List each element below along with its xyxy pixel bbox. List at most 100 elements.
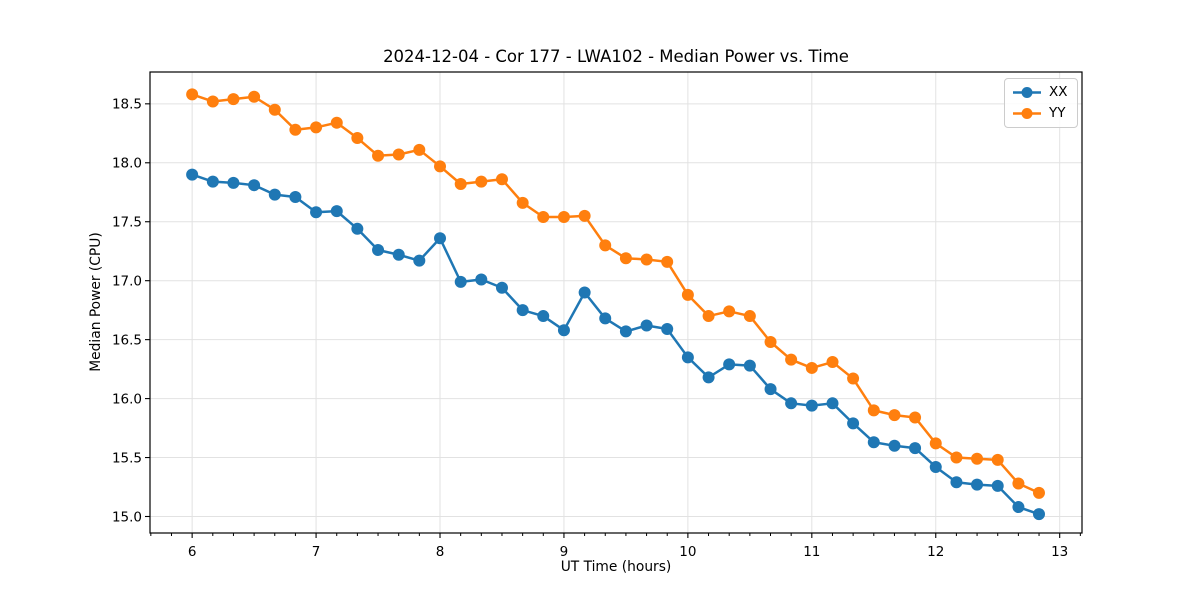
series-yy-marker [805, 361, 818, 374]
series-yy-marker [310, 121, 323, 134]
series-yy-marker [227, 93, 240, 106]
series-yy-marker [537, 211, 550, 224]
series-xx-marker [310, 206, 323, 219]
x-tick-label: 9 [560, 544, 569, 560]
series-yy-marker [867, 404, 880, 417]
x-tick-label: 12 [927, 544, 944, 560]
series-yy-marker [661, 255, 674, 268]
series-yy-marker [785, 353, 798, 366]
series-xx-marker [743, 359, 756, 372]
series-xx-marker [950, 476, 963, 489]
x-tick-label: 8 [436, 544, 445, 560]
series-xx-marker [640, 319, 653, 332]
series-xx-marker [289, 190, 302, 203]
series-xx-marker [516, 304, 529, 317]
series-yy-marker [929, 437, 942, 450]
series-yy-marker [578, 209, 591, 222]
series-xx-marker [991, 479, 1004, 492]
legend-swatch-xx [1013, 87, 1041, 98]
series-yy-marker [454, 178, 467, 191]
series-yy-marker [909, 411, 922, 424]
series-yy-marker [248, 90, 261, 103]
x-axis-label: UT Time (hours) [560, 559, 672, 575]
legend-entry-yy: YY [1012, 104, 1068, 123]
series-xx-marker [681, 351, 694, 364]
series-xx-marker [206, 175, 219, 188]
series-yy-marker [619, 252, 632, 265]
series-xx-marker [248, 179, 261, 192]
series-yy-marker [351, 132, 364, 145]
series-yy-marker [413, 143, 426, 156]
legend-label-yy: YY [1049, 104, 1066, 121]
series-xx-marker [971, 478, 984, 491]
series-yy-marker [599, 239, 612, 252]
series-yy-marker [743, 310, 756, 323]
series-yy-marker [991, 453, 1004, 466]
series-yy-marker [826, 356, 839, 369]
series-yy-marker [475, 175, 488, 188]
y-tick-label: 16.0 [112, 391, 142, 407]
series-yy-marker [1032, 486, 1045, 499]
series-yy-marker [392, 148, 405, 161]
series-xx-marker [723, 358, 736, 371]
series-xx-marker [785, 397, 798, 410]
series-yy-marker [681, 288, 694, 301]
series-xx-marker [764, 383, 777, 396]
series-xx-marker [826, 397, 839, 410]
chart-title: 2024-12-04 - Cor 177 - LWA102 - Median P… [383, 47, 849, 66]
series-xx-marker [702, 371, 715, 384]
series-xx-marker [372, 244, 385, 257]
series-xx-marker [495, 281, 508, 294]
series-yy-marker [1012, 477, 1025, 490]
series-yy-marker [372, 149, 385, 162]
series-yy-marker [289, 123, 302, 136]
series-yy-marker [950, 451, 963, 464]
series-xx-line [191, 173, 1040, 516]
x-tick-label: 6 [188, 544, 197, 560]
series-xx-marker [557, 324, 570, 337]
series-yy-marker [516, 196, 529, 209]
series-xx-marker [1012, 501, 1025, 514]
series-yy-marker [702, 310, 715, 323]
series-xx-marker [475, 273, 488, 286]
series-xx-marker [268, 188, 281, 201]
series-xx-marker [888, 439, 901, 452]
series-yy-marker [847, 372, 860, 385]
series-xx-marker [537, 310, 550, 323]
series-xx-marker [578, 286, 591, 299]
series-yy-marker [268, 103, 281, 116]
series-xx-marker [434, 232, 447, 245]
series-yy-marker [888, 409, 901, 422]
series-yy-marker [557, 211, 570, 224]
series-yy-marker [640, 253, 653, 266]
series-xx-marker [413, 254, 426, 267]
y-tick-label: 15.0 [112, 509, 142, 525]
series-yy-line [191, 93, 1040, 495]
series-yy-marker [434, 160, 447, 173]
series-yy-marker [764, 336, 777, 348]
series-yy-marker [206, 95, 219, 108]
series-xx-marker [805, 399, 818, 412]
series-yy-marker [330, 116, 343, 129]
x-tick-label: 10 [679, 544, 696, 560]
x-tick-label: 7 [312, 544, 321, 560]
series-yy-marker [723, 305, 736, 318]
series-xx-marker [867, 436, 880, 449]
y-tick-label: 17.0 [112, 273, 142, 289]
series-xx-marker [929, 460, 942, 473]
legend-entry-xx: XX [1012, 83, 1068, 102]
y-tick-label: 18.0 [112, 156, 142, 172]
y-tick-label: 16.5 [112, 332, 142, 348]
y-tick-label: 17.5 [112, 215, 142, 231]
series-xx-marker [661, 323, 674, 336]
series-xx-marker [619, 325, 632, 338]
series-yy-marker [186, 88, 199, 101]
legend-label-xx: XX [1049, 83, 1068, 100]
y-axis-label: Median Power (CPU) [88, 232, 104, 372]
series-xx-marker [227, 176, 240, 189]
series-yy-marker [971, 452, 984, 465]
x-tick-label: 13 [1051, 544, 1068, 560]
x-tick-label: 11 [803, 544, 820, 560]
